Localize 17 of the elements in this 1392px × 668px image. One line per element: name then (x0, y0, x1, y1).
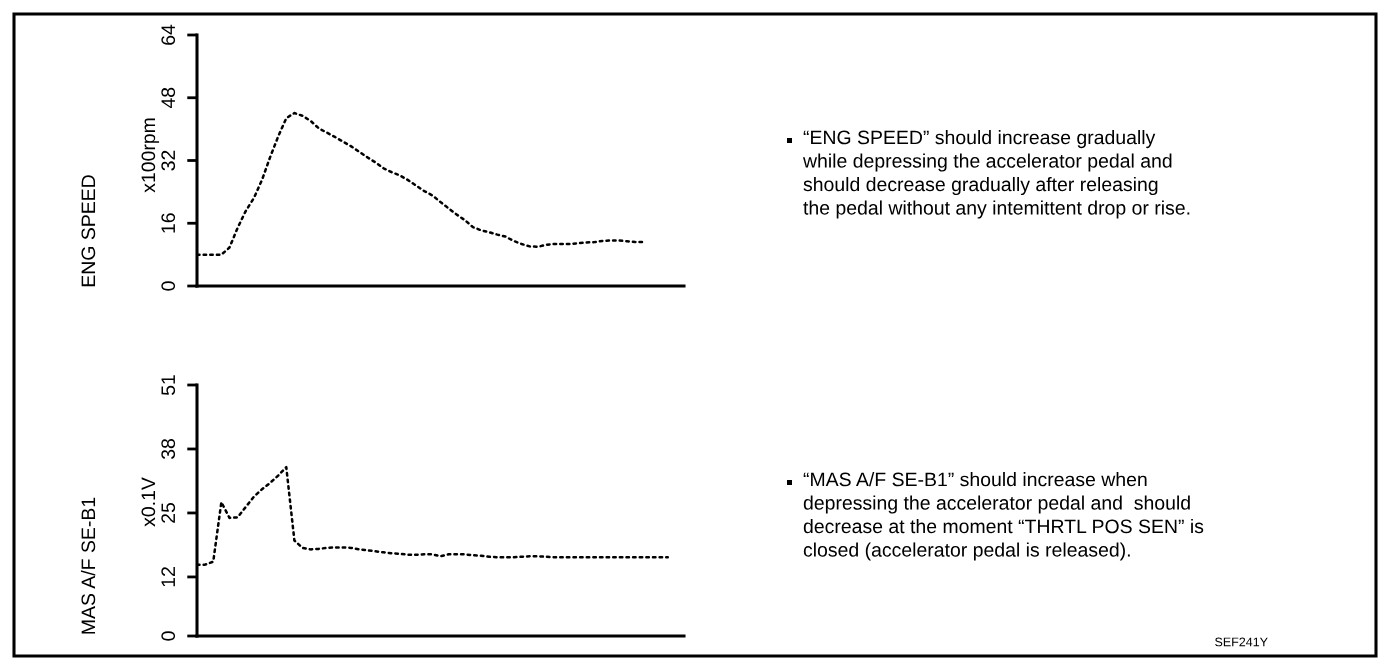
y-tick-label: 16 (161, 213, 176, 233)
y-axis-title: ENG SPEED (81, 175, 96, 287)
y-tick-label: 0 (161, 631, 176, 641)
text: SEF241Y (1215, 637, 1268, 647)
text: “ENG SPEED” should increase gradually while depressing the accelerator pedal and should decrease gradually after releasing the pedal without any intemittent drop or rise. (802, 130, 1190, 219)
y-tick-label: 48 (161, 87, 176, 109)
y-tick-label: 38 (161, 439, 176, 460)
y-tick-label: 25 (161, 502, 176, 523)
y-tick-label: 64 (161, 24, 176, 45)
y-tick-label: 0 (161, 281, 176, 291)
y-tick-label: 32 (161, 150, 176, 171)
text: “MAS A/F SE-B1” should increase when depressing the accelerator pedal and should decrease at the moment “THRTL POS SEN” is closed (accelerator pedal is released). (803, 472, 1204, 561)
y-axis-title: MAS A/F SE-B1 (80, 497, 96, 634)
text: x0.1V (141, 477, 156, 527)
text: x100rpm (141, 118, 160, 193)
y-tick-label: 12 (161, 567, 175, 587)
y-tick-label: 51 (161, 375, 176, 396)
